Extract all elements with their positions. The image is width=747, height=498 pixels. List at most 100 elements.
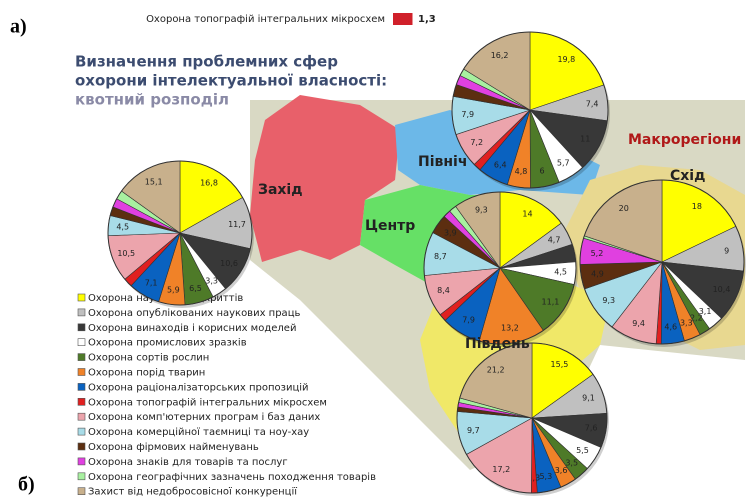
pie-value-label: 9,3	[602, 296, 615, 305]
pie-value-label: 5,3	[539, 472, 552, 481]
pie-outline	[107, 160, 253, 306]
label-b: б)	[18, 474, 35, 496]
legend-swatch	[77, 487, 86, 496]
pie-value-label: 4,7	[548, 236, 561, 245]
pie-value-label: 6,4	[494, 160, 507, 169]
legend-label: Охорона географічних зазначень походженн…	[88, 471, 376, 483]
legend-label: Охорона фірмових найменувань	[88, 441, 259, 453]
pie-outline	[456, 342, 608, 494]
region-label: Центр	[365, 218, 415, 234]
legend-label: Охорона знаків для товарів та послуг	[88, 456, 288, 468]
legend-label: Охорона промислових зразків	[88, 337, 247, 349]
pie-value-label: 2,2	[690, 313, 703, 322]
pie-value-label: 7,1	[145, 278, 158, 287]
map-label: Макрорегіони	[628, 132, 741, 148]
pie-value-label: 20	[619, 204, 629, 213]
pie-value-label: 11	[580, 135, 590, 144]
pie-value-label: 3,9	[444, 228, 457, 237]
pie-value-label: 5,2	[591, 249, 604, 258]
region-label: Південь	[465, 336, 530, 352]
legend-swatch	[77, 353, 86, 361]
pie-value-label: 4,5	[554, 268, 567, 277]
title: Визначення проблемних сфер	[75, 53, 338, 71]
pie-value-label: 7,6	[585, 424, 598, 433]
legend-label: Охорона комерційної таємниці та ноу-хау	[88, 426, 309, 438]
legend-swatch	[77, 293, 86, 302]
legend-swatch	[77, 457, 86, 466]
pie-value-label: 16,8	[200, 179, 218, 188]
strip-value: 1,3	[418, 14, 436, 25]
legend-swatch	[77, 323, 86, 332]
legend-label: Охорона сортів рослин	[88, 352, 209, 364]
pie-value-label: 3,5	[565, 458, 578, 467]
pie-outline	[423, 191, 577, 345]
pie-value-label: 17,2	[492, 465, 510, 474]
pie-value-label: 11,7	[228, 220, 246, 229]
pie-value-label: 10,6	[220, 259, 238, 268]
pie-value-label: 18	[692, 202, 702, 211]
pie-value-label: 1,3	[527, 473, 540, 482]
pie-value-label: 21,2	[487, 366, 505, 375]
pie-value-label: 3,6	[555, 466, 568, 475]
pie-value-label: 10,4	[713, 285, 731, 294]
pie-value-label: 4,6	[664, 323, 677, 332]
region-label: Північ	[418, 154, 467, 170]
pie-value-label: 15,5	[551, 360, 569, 369]
pie-value-label: 9,7	[467, 426, 480, 435]
pie-value-label: 19,8	[557, 55, 575, 64]
pie-value-label: 3,3	[205, 277, 218, 286]
legend-label: Охорона топографій інтегральних мікросхе…	[88, 396, 327, 408]
legend-swatch	[77, 368, 86, 376]
pie-value-label: 9,4	[632, 319, 645, 328]
pie-value-label: 9,3	[475, 206, 488, 215]
pie-outline	[451, 31, 609, 189]
pie-value-label: 4,5	[116, 223, 129, 232]
legend-swatch	[77, 383, 86, 391]
legend-swatch	[77, 427, 86, 436]
legend-label: Охорона комп'ютерних програм і баз даних	[88, 411, 320, 423]
pie-value-label: 16,2	[491, 51, 509, 60]
pie-value-label: 9	[724, 246, 729, 255]
legend-swatch	[77, 308, 86, 317]
pie-value-label: 10,5	[117, 249, 135, 258]
legend-swatch	[77, 472, 86, 481]
pie-value-label: 3,1	[699, 307, 712, 316]
region-west	[250, 95, 400, 262]
pie-value-label: 15,1	[145, 177, 163, 186]
pie-value-label: 5,7	[557, 158, 570, 167]
pie-value-label: 7,2	[470, 138, 483, 147]
pie-outline	[579, 179, 745, 345]
pie-value-label: 3,3	[680, 318, 693, 327]
legend-label: Охорона винаходів і корисних моделей	[88, 322, 296, 334]
pie-value-label: 13,2	[501, 323, 519, 332]
pie-value-label: 7,9	[461, 110, 474, 119]
legend-label: Охорона порід тварин	[88, 367, 205, 379]
pie-value-label: 7,4	[586, 100, 599, 109]
pie-value-label: 8,7	[434, 252, 447, 261]
legend-label: Охорона раціоналізаторських пропозицій	[88, 381, 309, 393]
legend-label: Захист від недобросовісної конкуренції	[88, 486, 297, 498]
legend-swatch	[77, 442, 86, 451]
pie-value-label: 5,9	[167, 286, 180, 295]
pie-value-label: 4,8	[515, 167, 528, 176]
pie-value-label: 6	[540, 167, 545, 176]
region-label: Схід	[670, 168, 705, 184]
strip-bar	[393, 13, 413, 25]
subtitle: квотний розподіл	[75, 91, 229, 109]
legend-label: Охорона опублікованих наукових праць	[88, 307, 300, 319]
pie-value-label: 4,9	[591, 269, 604, 278]
region-label: Захід	[258, 182, 303, 198]
legend-swatch	[77, 397, 86, 406]
legend-swatch	[77, 412, 86, 421]
legend-swatch	[77, 338, 86, 347]
pie-value-label: 14	[522, 209, 532, 218]
pie-value-label: 7,9	[462, 316, 475, 325]
pie-value-label: 11,1	[542, 297, 560, 306]
pie-value-label: 9,1	[582, 393, 595, 402]
label-a: а)	[10, 16, 27, 38]
strip-label: Охорона топографій інтегральних мікросхе…	[146, 13, 385, 25]
pie-value-label: 8,4	[437, 286, 450, 295]
pie-value-label: 6,5	[189, 284, 202, 293]
pie-value-label: 5,5	[576, 446, 589, 455]
